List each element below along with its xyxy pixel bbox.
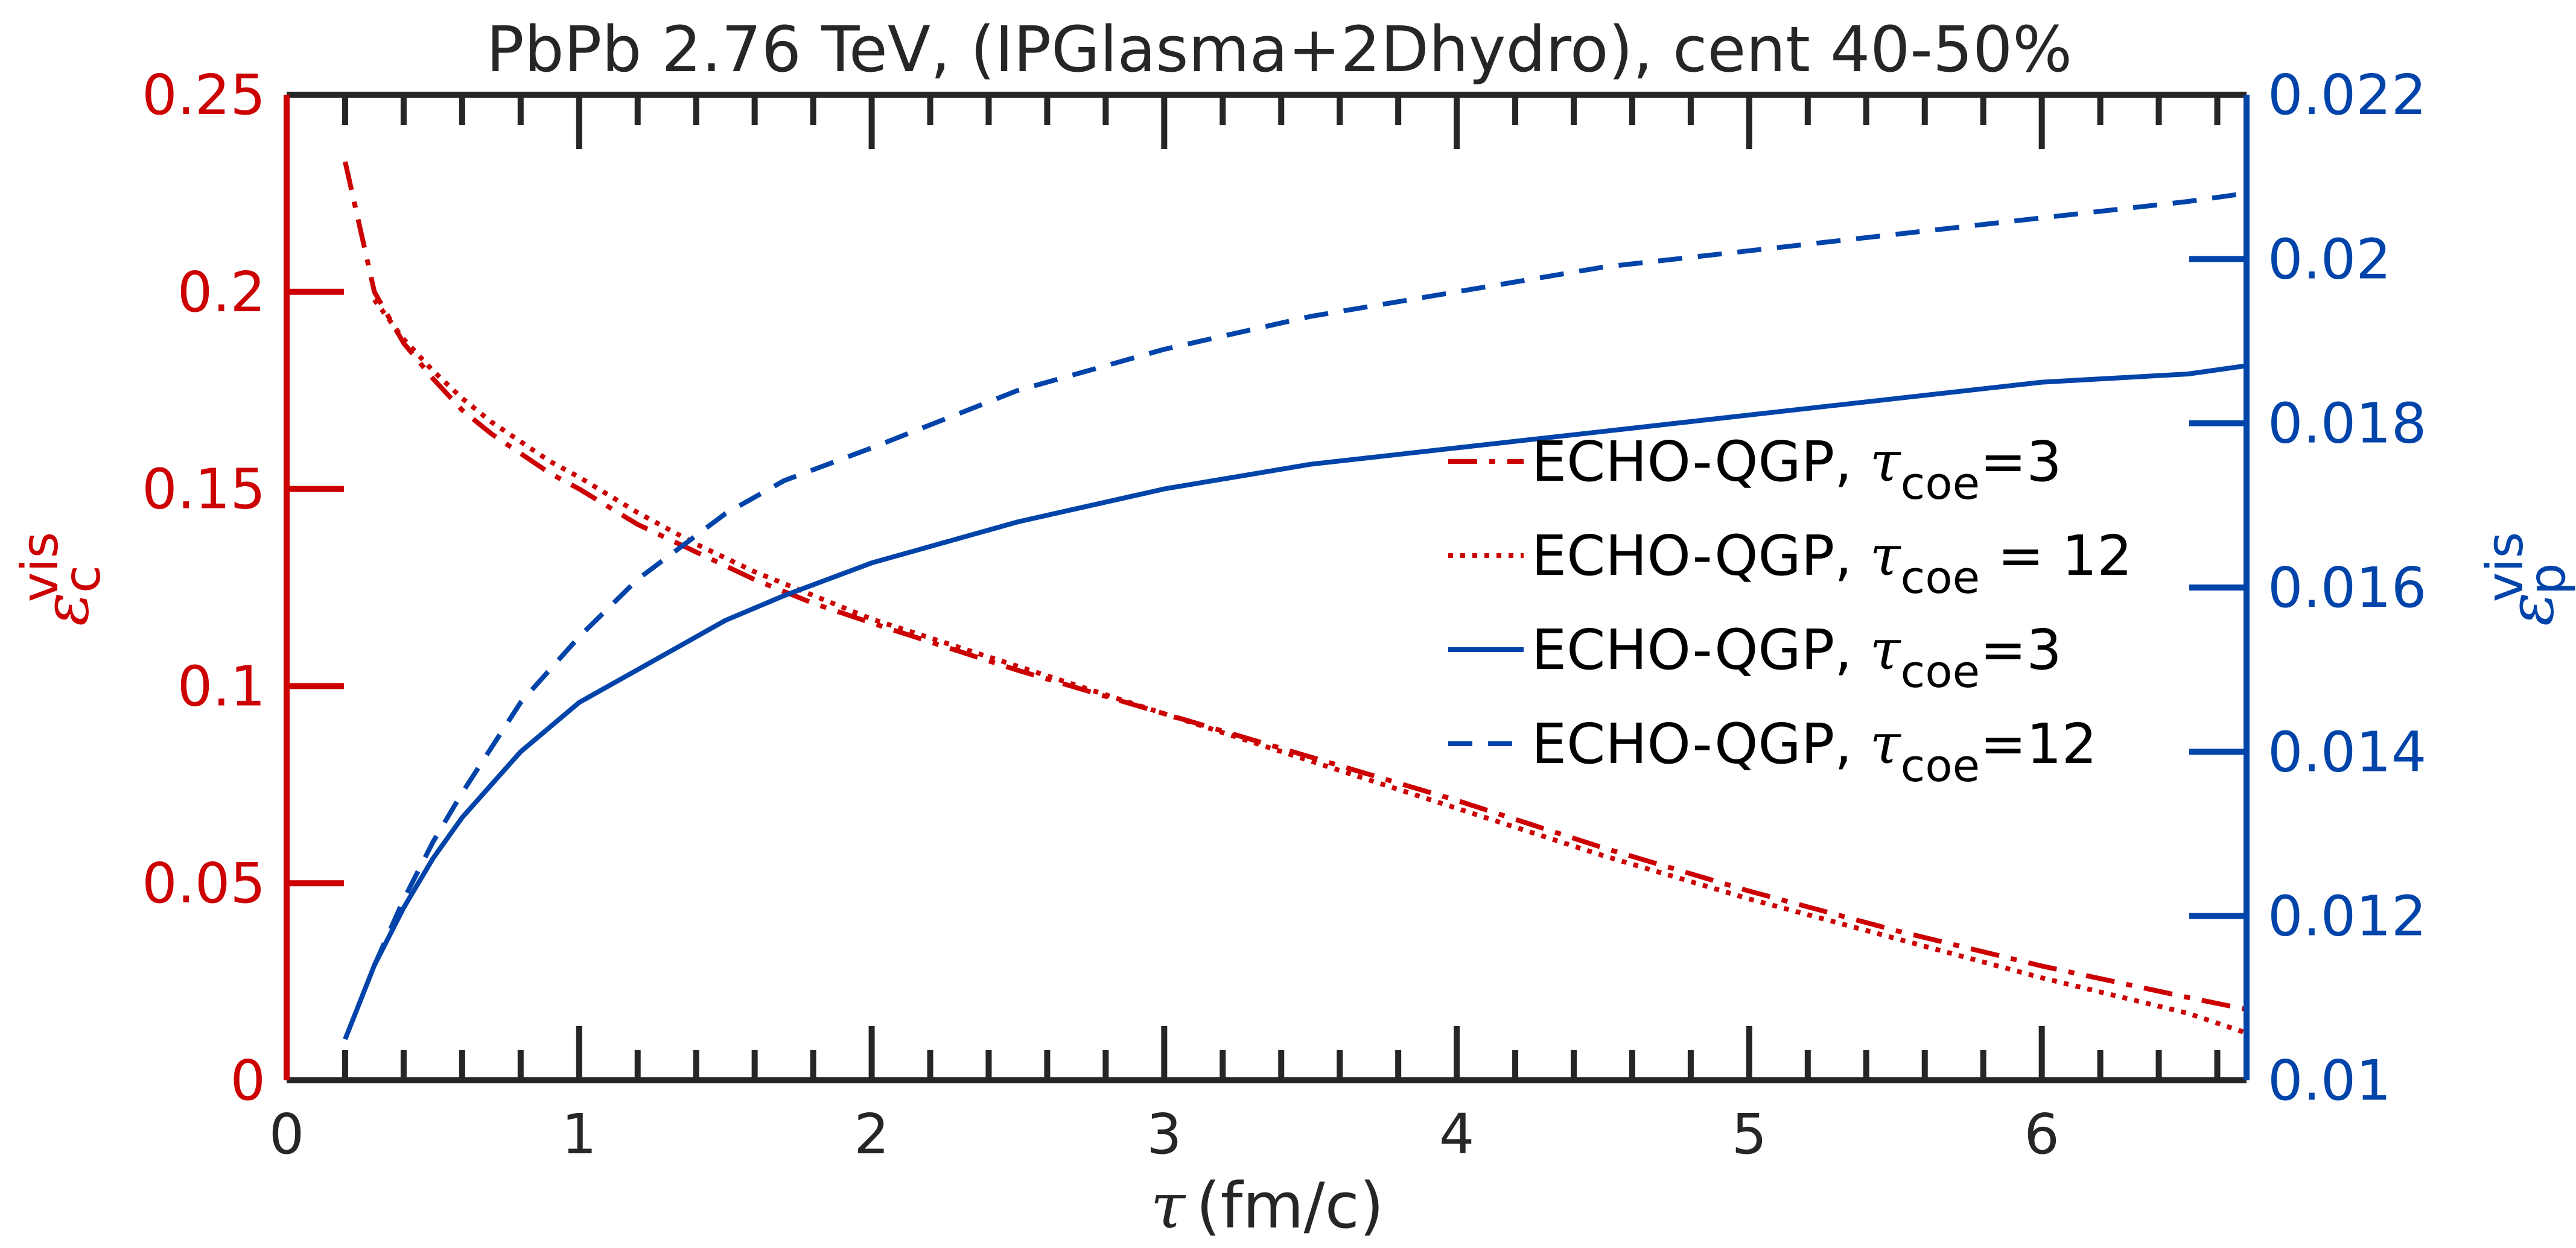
- right-y-tick-label: 0.02: [2268, 227, 2391, 291]
- left-y-tick-label: 0.15: [142, 457, 266, 522]
- left-axis-sub: c: [52, 565, 112, 593]
- x-tick-label: 6: [2024, 1102, 2059, 1167]
- x-tick-label: 4: [1439, 1102, 1475, 1167]
- series-line-4: [372, 191, 2247, 967]
- left-y-tick-label: 0.25: [142, 63, 266, 127]
- x-axis-symbol: τ: [1151, 1169, 1186, 1243]
- right-axis-label: ε vis p: [2475, 532, 2576, 626]
- x-tick-label: 2: [854, 1102, 889, 1167]
- left-axis-label: ε vis c: [10, 532, 112, 626]
- legend-label-1: ECHO-QGP, τcoe=3: [1531, 429, 2062, 510]
- right-y-tick-label: 0.022: [2268, 63, 2426, 127]
- series-line-1: [343, 161, 2247, 1012]
- right-axis-sup: vis: [2475, 532, 2534, 603]
- x-tick-label: 0: [269, 1102, 305, 1167]
- left-axis-sup: vis: [10, 532, 69, 603]
- x-axis-unit: (fm/c): [1196, 1169, 1384, 1243]
- right-y-tick-label: 0.01: [2268, 1048, 2391, 1113]
- right-y-tick-label: 0.018: [2268, 391, 2426, 456]
- legend-label-3: ECHO-QGP, τcoe=3: [1531, 618, 2062, 698]
- x-axis-label: τ (fm/c): [1151, 1169, 1384, 1243]
- chart-title: PbPb 2.76 TeV, (IPGlasma+2Dhydro), cent …: [486, 13, 2072, 86]
- x-tick-label: 3: [1146, 1102, 1182, 1167]
- left-y-tick-label: 0.1: [177, 654, 266, 718]
- tick-labels: 0 1 2 3 4 5 6 0 0.05 0.1 0.15 0.2 0.25 0.01 0.012 0.014…: [142, 63, 2426, 1167]
- left-y-tick-label: 0.2: [177, 260, 266, 325]
- legend-label-2: ECHO-QGP, τcoe = 12: [1531, 524, 2132, 604]
- legend-label-4: ECHO-QGP, τcoe=12: [1531, 712, 2097, 792]
- right-y-tick-label: 0.016: [2268, 556, 2426, 620]
- left-y-tick-label: 0: [230, 1048, 266, 1113]
- left-axis-symbol: ε: [29, 592, 103, 626]
- right-axis-symbol: ε: [2494, 592, 2568, 626]
- x-tick-label: 1: [562, 1102, 597, 1167]
- right-y-tick-label: 0.012: [2268, 884, 2426, 949]
- right-y-tick-label: 0.014: [2268, 720, 2426, 784]
- x-tick-label: 5: [1732, 1102, 1767, 1167]
- legend: ECHO-QGP, τcoe=3 ECHO-QGP, τcoe = 12 ECHO-…: [1448, 429, 2132, 792]
- series-line-3: [343, 363, 2247, 1041]
- series-layer: [343, 161, 2248, 1041]
- left-y-tick-label: 0.05: [142, 851, 266, 916]
- right-axis-sub: p: [2517, 563, 2576, 595]
- series-line-2: [372, 298, 2248, 1036]
